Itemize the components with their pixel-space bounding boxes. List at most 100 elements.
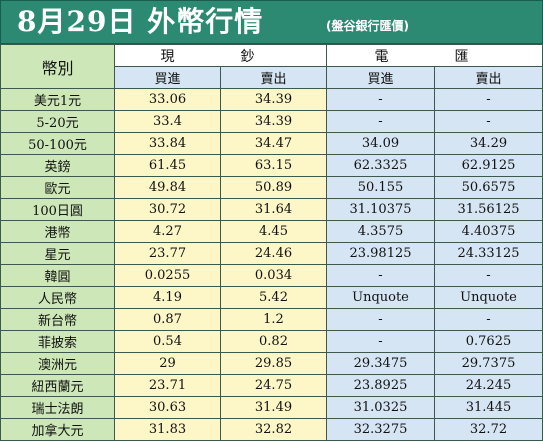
rate-table-body: 美元1元 33.06 34.39- -5-20元 33.4 34.39- -50-100元 3… <box>0 88 543 441</box>
cash-sell-rate: 29.85 <box>220 352 327 375</box>
table-row: 50-100元 33.84 34.47 34.09 34.29 <box>0 132 543 155</box>
currency-name: 新台幣 <box>0 308 115 331</box>
currency-name: 星元 <box>0 242 115 265</box>
table-row: 港幣 4.27 4.45 4.3575 4.40375 <box>0 220 543 243</box>
cash-sell-rate: 32.82 <box>220 418 327 441</box>
cash-buy-rate: 61.45 <box>114 154 221 177</box>
cash-buy-rate: 0.87 <box>114 308 221 331</box>
cash-buy-rate: 30.63 <box>114 396 221 419</box>
table-row: 韓圓 0.0255 0.034- - <box>0 264 543 287</box>
currency-name: 歐元 <box>0 176 115 199</box>
header-wire-sell: 賣出 <box>434 66 543 89</box>
header-currency: 幣別 <box>0 44 115 89</box>
wire-buy-rate: 29.3475 <box>326 352 435 375</box>
currency-name: 菲披索 <box>0 330 115 353</box>
wire-sell-rate: 31.56125 <box>434 198 543 221</box>
cash-sell-rate: 1.2 <box>220 308 327 331</box>
wire-sell-rate: 24.245 <box>434 374 543 397</box>
wire-sell-rate: 29.7375 <box>434 352 543 375</box>
title-bar: 8月29日 外幣行情 (盤谷銀行匯價) <box>0 0 543 44</box>
wire-buy-rate: - <box>326 264 435 287</box>
wire-sell-rate: - <box>434 308 543 331</box>
cash-buy-rate: 0.0255 <box>114 264 221 287</box>
currency-name: 澳洲元 <box>0 352 115 375</box>
header-wire-buy: 買進 <box>326 66 435 89</box>
currency-name: 5-20元 <box>0 110 115 133</box>
table-row: 瑞士法朗 30.63 31.49 31.0325 31.445 <box>0 396 543 419</box>
wire-buy-rate: 34.09 <box>326 132 435 155</box>
wire-sell-rate: - <box>434 88 543 111</box>
cash-buy-rate: 4.19 <box>114 286 221 309</box>
wire-buy-rate: - <box>326 110 435 133</box>
header-cash-buy: 買進 <box>114 66 221 89</box>
wire-sell-rate: 0.7625 <box>434 330 543 353</box>
wire-buy-rate: Unquote <box>326 286 435 309</box>
cash-buy-rate: 0.54 <box>114 330 221 353</box>
currency-name: 英鎊 <box>0 154 115 177</box>
wire-sell-rate: - <box>434 264 543 287</box>
currency-name: 人民幣 <box>0 286 115 309</box>
currency-name: 50-100元 <box>0 132 115 155</box>
currency-name: 美元1元 <box>0 88 115 111</box>
header-row-group: 幣別 現 鈔 電 匯 <box>0 44 543 89</box>
currency-name: 加拿大元 <box>0 418 115 441</box>
currency-name: 瑞士法朗 <box>0 396 115 419</box>
cash-sell-rate: 34.39 <box>220 88 327 111</box>
wire-sell-rate: Unquote <box>434 286 543 309</box>
cash-sell-rate: 5.42 <box>220 286 327 309</box>
wire-buy-rate: 23.8925 <box>326 374 435 397</box>
table-row: 英鎊 61.45 63.15 62.3325 62.9125 <box>0 154 543 177</box>
cash-buy-rate: 23.77 <box>114 242 221 265</box>
cash-buy-rate: 33.4 <box>114 110 221 133</box>
table-row: 100日圓 30.72 31.64 31.10375 31.56125 <box>0 198 543 221</box>
wire-sell-rate: 34.29 <box>434 132 543 155</box>
cash-sell-rate: 34.47 <box>220 132 327 155</box>
wire-sell-rate: - <box>434 110 543 133</box>
wire-buy-rate: 31.0325 <box>326 396 435 419</box>
wire-sell-rate: 4.40375 <box>434 220 543 243</box>
wire-buy-rate: 31.10375 <box>326 198 435 221</box>
wire-buy-rate: - <box>326 330 435 353</box>
table-row: 歐元 49.84 50.89 50.155 50.6575 <box>0 176 543 199</box>
currency-name: 韓圓 <box>0 264 115 287</box>
cash-buy-rate: 31.83 <box>114 418 221 441</box>
cash-buy-rate: 30.72 <box>114 198 221 221</box>
wire-buy-rate: - <box>326 88 435 111</box>
cash-sell-rate: 24.75 <box>220 374 327 397</box>
source-subtitle: (盤谷銀行匯價) <box>326 19 409 33</box>
header-cash: 現 鈔 <box>114 44 327 67</box>
wire-sell-rate: 32.72 <box>434 418 543 441</box>
wire-sell-rate: 24.33125 <box>434 242 543 265</box>
table-row: 新台幣 0.87 1.2- - <box>0 308 543 331</box>
wire-buy-rate: 23.98125 <box>326 242 435 265</box>
cash-sell-rate: 31.49 <box>220 396 327 419</box>
wire-buy-rate: 50.155 <box>326 176 435 199</box>
wire-buy-rate: - <box>326 308 435 331</box>
table-row: 加拿大元 31.83 32.82 32.3275 32.72 <box>0 418 543 441</box>
currency-name: 紐西蘭元 <box>0 374 115 397</box>
cash-sell-rate: 0.82 <box>220 330 327 353</box>
cash-buy-rate: 33.84 <box>114 132 221 155</box>
cash-sell-rate: 24.46 <box>220 242 327 265</box>
header-row-sub: 買進 賣出 買進 賣出 <box>1 66 543 89</box>
cash-buy-rate: 23.71 <box>114 374 221 397</box>
wire-buy-rate: 62.3325 <box>326 154 435 177</box>
table-row: 菲披索 0.54 0.82-0.7625 <box>0 330 543 353</box>
cash-sell-rate: 50.89 <box>220 176 327 199</box>
currency-name: 港幣 <box>0 220 115 243</box>
cash-sell-rate: 63.15 <box>220 154 327 177</box>
cash-sell-rate: 0.034 <box>220 264 327 287</box>
table-row: 澳洲元 29 29.85 29.3475 29.7375 <box>0 352 543 375</box>
cash-buy-rate: 49.84 <box>114 176 221 199</box>
exchange-rate-table: 幣別 現 鈔 電 匯 買進 賣出 買進 賣出 美元1元 33.06 34.39- -5… <box>0 44 543 441</box>
table-row: 紐西蘭元 23.71 24.75 23.8925 24.245 <box>0 374 543 397</box>
cash-sell-rate: 34.39 <box>220 110 327 133</box>
cash-buy-rate: 29 <box>114 352 221 375</box>
table-row: 美元1元 33.06 34.39- - <box>0 88 543 111</box>
wire-sell-rate: 62.9125 <box>434 154 543 177</box>
header-wire: 電 匯 <box>326 44 543 67</box>
table-row: 5-20元 33.4 34.39- - <box>0 110 543 133</box>
wire-sell-rate: 50.6575 <box>434 176 543 199</box>
cash-sell-rate: 31.64 <box>220 198 327 221</box>
